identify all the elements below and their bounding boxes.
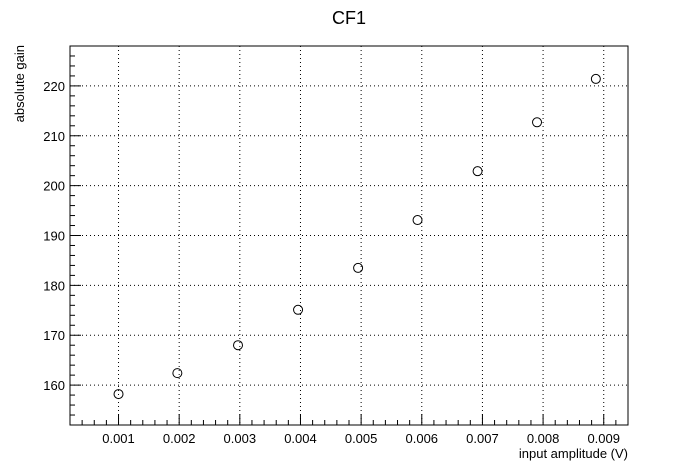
x-tick-label: 0.002 (163, 431, 196, 446)
y-tick-label: 180 (43, 278, 65, 293)
y-tick-label: 210 (43, 129, 65, 144)
chart-title: CF1 (332, 8, 366, 28)
y-tick-label: 160 (43, 378, 65, 393)
plot-frame (69, 45, 629, 426)
y-tick-label: 220 (43, 79, 65, 94)
y-tick-label: 170 (43, 328, 65, 343)
x-tick-label: 0.003 (224, 431, 257, 446)
data-point (353, 262, 364, 273)
x-axis-title: input amplitude (V) (519, 446, 628, 461)
data-points (113, 73, 601, 400)
x-tick-label: 0.001 (102, 431, 135, 446)
data-point (293, 304, 304, 315)
data-point (233, 340, 244, 351)
x-tick-label: 0.008 (527, 431, 560, 446)
y-tick-labels: 160 170 180 190 200 210 220 (43, 79, 65, 393)
data-point (172, 368, 183, 379)
y-axis-title: absolute gain (12, 45, 27, 122)
x-tick-label: 0.004 (284, 431, 317, 446)
data-point (113, 389, 124, 400)
x-tick-label: 0.009 (587, 431, 620, 446)
data-point (532, 117, 543, 128)
x-tick-label: 0.005 (345, 431, 378, 446)
data-point (590, 73, 601, 84)
y-tick-label: 200 (43, 179, 65, 194)
data-point (472, 166, 483, 177)
y-tick-label: 190 (43, 229, 65, 244)
grid (70, 46, 628, 425)
x-tick-label: 0.006 (406, 431, 439, 446)
x-tick-label: 0.007 (466, 431, 499, 446)
axis-ticks (69, 45, 629, 426)
data-point (412, 215, 423, 226)
x-tick-labels: 0.001 0.002 0.003 0.004 0.005 0.006 0.007 0.008… (102, 431, 620, 446)
